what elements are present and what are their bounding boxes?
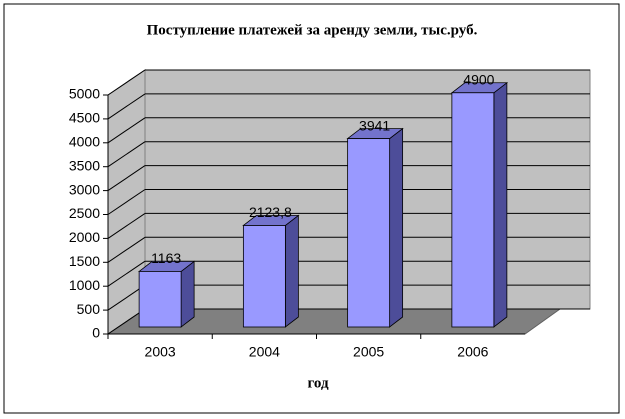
y-tick-label: 4000	[69, 134, 100, 150]
value-label: 2123,8	[249, 204, 292, 220]
grid-line	[107, 189, 146, 215]
value-label: 3941	[359, 117, 390, 133]
grid-line	[107, 165, 146, 192]
y-tick-label: 2500	[69, 205, 100, 221]
x-tick-label: 2003	[145, 344, 176, 360]
y-tick-label: 2000	[69, 229, 100, 245]
y-tick-label: 1000	[69, 277, 100, 293]
grid-line	[107, 260, 146, 287]
grid-line	[107, 236, 146, 263]
y-tick-label: 5000	[69, 86, 100, 102]
grid-line	[107, 141, 146, 168]
grid-line	[107, 117, 146, 144]
y-tick-label: 0	[92, 325, 100, 341]
bar-side	[284, 214, 299, 328]
x-tick-label: 2005	[353, 344, 384, 360]
x-axis-label: год	[307, 375, 329, 391]
value-label: 4900	[463, 71, 494, 87]
x-tick-label: 2006	[457, 344, 488, 360]
bar	[138, 271, 182, 328]
grid-line	[107, 212, 146, 239]
y-tick-label: 1500	[69, 253, 100, 269]
value-label: 1163	[151, 250, 181, 266]
y-tick-label: 500	[77, 301, 101, 317]
grid-line	[107, 93, 146, 120]
grid-line	[107, 69, 146, 96]
bar-side	[389, 127, 404, 328]
y-tick-label: 3000	[69, 181, 100, 197]
bar	[242, 225, 286, 328]
bar	[347, 138, 391, 328]
bar-side	[493, 81, 508, 328]
y-tick-label: 3500	[69, 157, 100, 173]
chart-title: Поступление платежей за аренду земли, ты…	[147, 22, 478, 38]
x-tick-label: 2004	[249, 344, 280, 360]
bar-side	[180, 260, 195, 328]
bar	[451, 92, 495, 328]
y-tick-label: 4500	[69, 110, 100, 126]
